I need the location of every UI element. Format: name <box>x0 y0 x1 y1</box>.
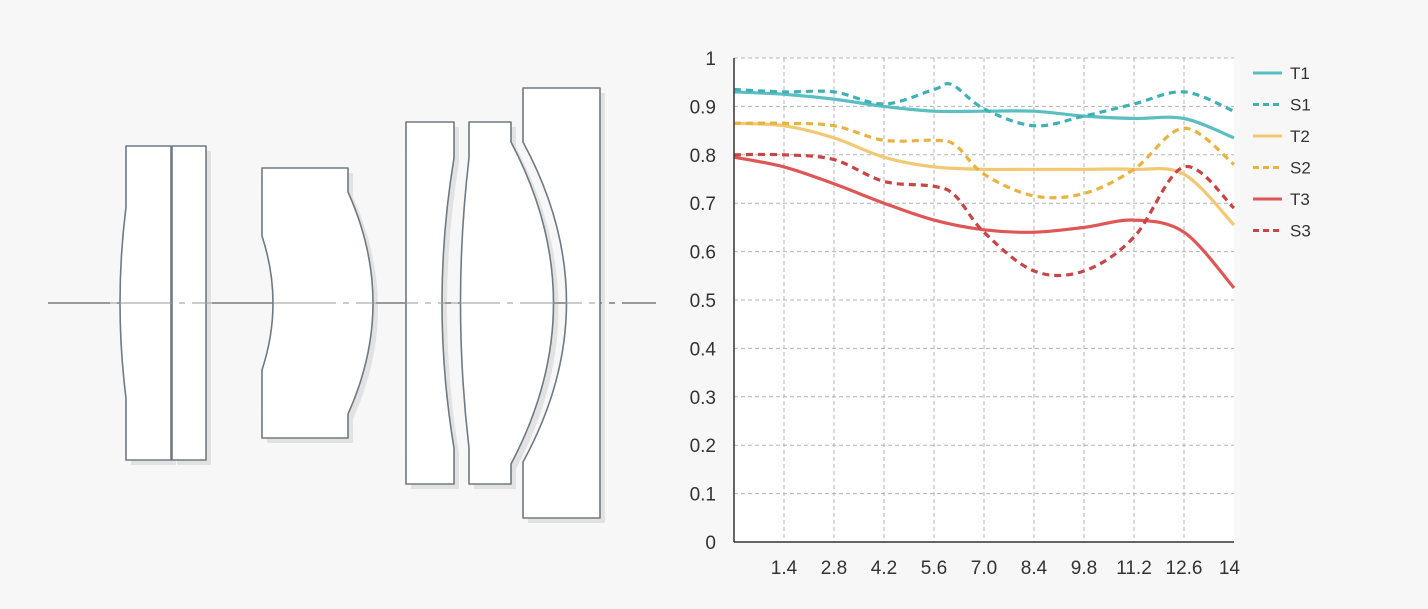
x-tick-label: 14 <box>1219 558 1241 579</box>
x-tick-label: 4.2 <box>871 558 897 579</box>
legend-label-s1: S1 <box>1290 96 1311 115</box>
y-tick-label: 0.3 <box>690 388 716 409</box>
series-line-s2 <box>733 121 1236 200</box>
legend-label-t1: T1 <box>1290 64 1310 83</box>
legend-label-s3: S3 <box>1290 222 1311 241</box>
x-tick-label: 11.2 <box>1116 558 1152 579</box>
x-tick-label: 5.6 <box>921 558 947 579</box>
y-tick-label: 0 <box>705 533 716 554</box>
y-tick-label: 0.5 <box>690 291 716 312</box>
legend-label-t3: T3 <box>1290 190 1310 209</box>
y-tick-label: 0.4 <box>690 339 717 360</box>
legend: T1 S1 T2 S2 T3 S3 <box>1253 64 1311 241</box>
series-line-t1 <box>733 90 1235 140</box>
y-tick-label: 0.1 <box>690 485 716 506</box>
y-tick-label: 0.6 <box>690 243 716 264</box>
legend-label-s2: S2 <box>1290 159 1311 178</box>
y-tick-label: 0.2 <box>690 436 716 457</box>
y-tick-label: 1 <box>705 49 716 70</box>
x-tick-label: 8.4 <box>1021 558 1048 579</box>
series-line-s3 <box>733 152 1236 278</box>
series-line-s1 <box>733 81 1235 128</box>
y-tick-labels: 0 0.1 0.2 0.3 0.4 0.5 0.6 0.7 0.8 0.9 1 <box>690 49 717 554</box>
lens-element-6 <box>522 87 601 519</box>
x-tick-label: 9.8 <box>1071 558 1097 579</box>
lens-cross-section-diagram <box>48 87 656 523</box>
x-tick-label: 12.6 <box>1166 558 1203 579</box>
x-tick-label: 2.8 <box>821 558 847 579</box>
lens-element-5 <box>459 121 555 485</box>
y-tick-label: 0.7 <box>690 194 716 215</box>
series-line-t3 <box>733 155 1236 289</box>
lens-element-2 <box>171 145 207 461</box>
x-tick-label: 7.0 <box>971 558 997 579</box>
legend-label-t2: T2 <box>1290 127 1310 146</box>
mtf-chart: 0 0.1 0.2 0.3 0.4 0.5 0.6 0.7 0.8 0.9 1 1.4 2.8 4.2 5… <box>690 49 1311 579</box>
y-tick-label: 0.8 <box>690 146 716 167</box>
x-tick-label: 1.4 <box>771 558 798 579</box>
y-tick-label: 0.9 <box>690 97 716 118</box>
series-line-t2 <box>733 121 1236 227</box>
x-tick-labels: 1.4 2.8 4.2 5.6 7.0 8.4 9.8 11.2 12.6 14 <box>771 558 1241 579</box>
series-group <box>733 81 1236 289</box>
